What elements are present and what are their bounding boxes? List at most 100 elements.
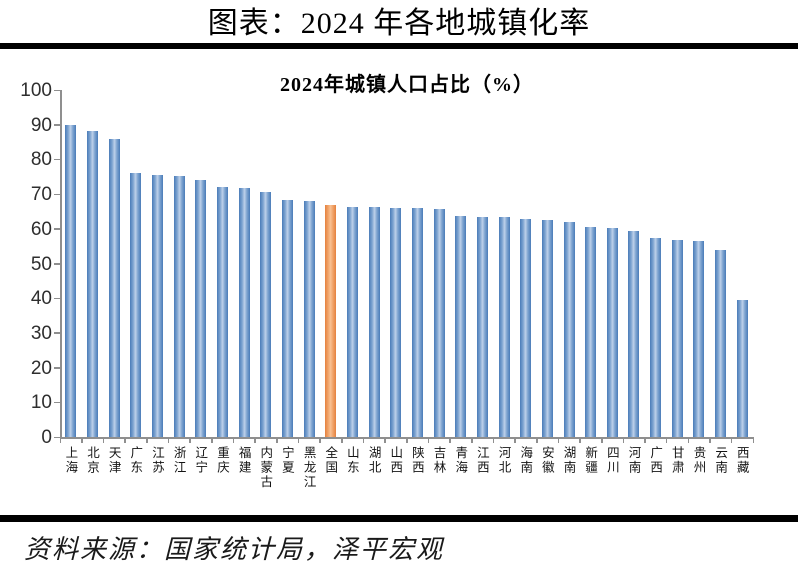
bar-山西 bbox=[390, 207, 402, 437]
x-axis-label-贵州: 贵州 bbox=[691, 446, 706, 475]
y-axis-label-10: 10 bbox=[30, 392, 52, 414]
bar-陕西 bbox=[411, 207, 423, 437]
bar-西藏 bbox=[736, 299, 748, 437]
x-axis-tick bbox=[384, 437, 386, 443]
x-axis-label-广西: 广西 bbox=[648, 446, 663, 475]
y-axis-tick bbox=[54, 401, 60, 404]
y-axis-label-70: 70 bbox=[30, 184, 52, 206]
x-axis-tick bbox=[492, 437, 495, 443]
chart-title: 2024年城镇人口占比（%） bbox=[280, 74, 534, 96]
x-axis-label-山西: 山西 bbox=[388, 446, 403, 475]
x-axis-tick bbox=[665, 437, 668, 443]
x-axis-label-内蒙古: 内蒙古 bbox=[258, 446, 273, 490]
bar-内蒙古 bbox=[260, 192, 272, 437]
x-axis-label-重庆: 重庆 bbox=[214, 446, 229, 475]
y-axis-label-50: 50 bbox=[30, 253, 52, 275]
bar-湖南 bbox=[563, 222, 575, 437]
bar-江西 bbox=[476, 216, 488, 437]
bar-甘肃 bbox=[671, 239, 683, 437]
bar-湖北 bbox=[368, 207, 380, 437]
bar-山东 bbox=[346, 206, 358, 437]
y-axis-label-0: 0 bbox=[41, 427, 52, 448]
x-axis-label-海南: 海南 bbox=[518, 446, 533, 475]
bar-江苏 bbox=[151, 175, 163, 437]
x-axis-label-辽宁: 辽宁 bbox=[193, 446, 208, 475]
x-axis-tick bbox=[427, 437, 430, 443]
x-axis-label-湖北: 湖北 bbox=[366, 446, 381, 475]
x-axis-label-四川: 四川 bbox=[604, 446, 619, 475]
bar-河北 bbox=[498, 217, 510, 437]
x-axis-tick bbox=[514, 437, 516, 443]
x-axis-tick bbox=[687, 437, 690, 443]
x-axis-label-青海: 青海 bbox=[453, 446, 468, 475]
bar-上海 bbox=[65, 125, 77, 437]
x-axis-label-甘肃: 甘肃 bbox=[669, 446, 684, 475]
x-axis-tick bbox=[102, 437, 105, 443]
x-axis-label-江苏: 江苏 bbox=[149, 446, 164, 475]
y-axis-tick bbox=[54, 89, 60, 91]
x-axis-label-宁夏: 宁夏 bbox=[279, 446, 294, 475]
y-axis-tick bbox=[54, 228, 60, 230]
bar-河南 bbox=[628, 231, 640, 437]
bar-全国 bbox=[325, 204, 337, 437]
y-axis-tick bbox=[54, 158, 60, 161]
bar-海南 bbox=[520, 218, 532, 437]
bar-青海 bbox=[455, 215, 467, 437]
bar-云南 bbox=[715, 249, 727, 437]
x-axis-label-安徽: 安徽 bbox=[539, 446, 554, 475]
x-axis-label-浙江: 浙江 bbox=[171, 446, 186, 475]
x-axis-tick bbox=[406, 437, 408, 443]
bar-新疆 bbox=[585, 227, 597, 437]
bar-广西 bbox=[650, 238, 662, 437]
x-axis-tick bbox=[471, 437, 473, 443]
x-axis-label-陕西: 陕西 bbox=[409, 446, 424, 475]
x-axis-label-湖南: 湖南 bbox=[561, 446, 576, 475]
y-axis-tick bbox=[54, 263, 60, 265]
x-axis-tick bbox=[449, 437, 451, 443]
x-axis-tick bbox=[189, 437, 191, 443]
x-axis-tick bbox=[622, 437, 625, 443]
y-axis-label-60: 60 bbox=[30, 218, 52, 240]
x-axis-tick bbox=[730, 437, 733, 443]
bar-北京 bbox=[86, 131, 98, 437]
bar-黑龙江 bbox=[303, 201, 315, 437]
x-axis-tick bbox=[362, 437, 365, 443]
y-axis-tick bbox=[54, 193, 60, 196]
x-axis-tick bbox=[124, 437, 126, 443]
x-axis-tick bbox=[167, 437, 170, 443]
x-axis-tick bbox=[319, 437, 321, 443]
divider-top bbox=[0, 43, 798, 49]
x-axis-tick bbox=[59, 437, 61, 443]
x-axis-label-吉林: 吉林 bbox=[431, 446, 446, 475]
x-axis-tick bbox=[536, 437, 538, 443]
x-axis-label-全国: 全国 bbox=[323, 446, 338, 475]
x-axis-label-新疆: 新疆 bbox=[583, 446, 598, 475]
x-axis-tick bbox=[146, 437, 148, 443]
y-axis-label-90: 90 bbox=[30, 114, 52, 136]
bar-安徽 bbox=[541, 220, 553, 437]
x-axis-label-广东: 广东 bbox=[128, 446, 143, 475]
bar-贵州 bbox=[693, 240, 705, 437]
y-axis-label-20: 20 bbox=[30, 357, 52, 379]
x-axis-label-天津: 天津 bbox=[106, 446, 121, 475]
x-axis-tick bbox=[81, 437, 83, 443]
x-axis-tick bbox=[579, 437, 581, 443]
bar-四川 bbox=[606, 228, 618, 437]
x-axis-tick bbox=[644, 437, 646, 443]
y-axis-tick bbox=[54, 332, 60, 334]
bar-辽宁 bbox=[195, 179, 207, 437]
x-axis-tick bbox=[232, 437, 235, 443]
y-axis-tick bbox=[54, 436, 60, 438]
y-axis-tick bbox=[54, 297, 60, 300]
bar-重庆 bbox=[216, 186, 228, 437]
x-axis-label-北京: 北京 bbox=[84, 446, 99, 475]
divider-bottom bbox=[0, 515, 798, 522]
y-axis-tick bbox=[54, 124, 60, 126]
y-axis-label-80: 80 bbox=[30, 149, 52, 171]
source-note: 资料来源：国家统计局，泽平宏观 bbox=[24, 535, 445, 564]
x-axis-label-河北: 河北 bbox=[496, 446, 511, 475]
y-axis-line bbox=[60, 90, 62, 437]
x-axis-tick bbox=[709, 437, 711, 443]
x-axis-tick bbox=[752, 437, 755, 443]
